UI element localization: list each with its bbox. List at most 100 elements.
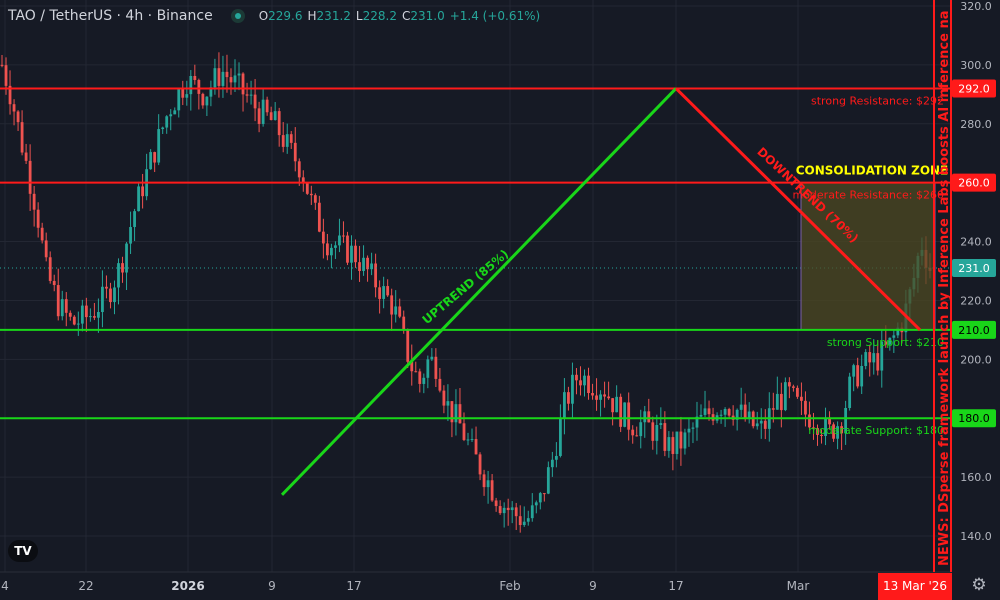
candle-body [836,426,839,439]
candle-body [362,257,365,271]
candle-body [257,108,261,124]
candle-body [113,287,116,303]
candle-body [450,401,454,423]
time-tick-label: 4 [1,579,9,593]
candle-body [350,245,353,263]
candle-body [571,374,574,404]
candle-body [76,323,80,325]
candle-body [225,71,229,78]
candle-body [667,437,671,451]
candle-body [506,507,510,511]
candle-body [297,161,301,178]
candle-body [775,393,779,410]
candle-body [454,404,458,423]
candle-body [253,94,257,109]
candle-body [213,68,217,88]
candle-body [44,240,48,258]
levels: strong Resistance: $292 moderate Resistan… [0,87,952,437]
candle-body [860,366,864,387]
candle-body [800,396,803,401]
time-axis-background [0,572,952,600]
candle-body [378,287,382,299]
candle-body [390,295,394,315]
candle-body [12,104,16,112]
candle-body [20,122,24,153]
candle-body [639,422,643,437]
candle-body [269,112,273,121]
candle-body [478,454,482,475]
time-tick-label: 17 [668,579,683,593]
candle-body [876,353,880,371]
candle-body [334,245,337,248]
candle-body [804,400,807,415]
candle-body [342,235,345,237]
current-price-axis-tag [952,259,996,278]
candle-body [474,439,478,455]
market-status-icon [230,9,245,23]
time-cursor-label-bg [878,573,952,600]
candle-body [563,392,566,418]
candle-body [679,431,683,449]
time-axis[interactable]: 4 22 2026 9 17 Feb 9 17 Mar 13 Mar '26 [1,573,952,600]
candle-body [249,94,253,96]
candle-body [374,263,378,288]
candle-body [659,423,663,425]
candle-body [40,227,44,241]
candle-body [281,135,285,147]
candle-body [197,80,201,94]
candle-body [92,316,96,318]
candle-body [346,235,349,263]
candle-body [832,424,835,439]
candle-body [241,73,245,95]
news-banner: NEWS: DSperse framework launch by Infere… [933,0,952,572]
time-cursor-label: 13 Mar '26 [883,579,947,593]
candle-body [414,371,418,373]
candle-body [462,423,466,440]
candle-body [599,394,602,400]
candle-body [494,500,498,507]
moderate-resistance-axis-tag [952,173,996,192]
candle-body [442,390,446,406]
candle-body [615,396,619,413]
candle-body [828,417,831,425]
uptrend-line[interactable] [280,87,678,496]
candle-body [97,312,100,318]
candle-body [791,386,795,388]
candle-body [24,152,28,161]
candle-body [36,209,40,228]
candle-body [719,414,723,416]
price-tick-label: 320.0 [960,0,992,13]
candle-body [330,247,333,256]
candle-body [864,352,868,367]
candle-body [153,152,157,163]
candle-body [305,182,309,194]
candle-body [382,286,386,299]
tradingview-logo-icon[interactable]: TV [8,540,38,562]
candle-body [277,111,281,136]
price-tick-label: 220.0 [960,294,992,307]
candle-body [434,356,438,379]
candle-body [149,152,153,170]
candle-body [56,285,60,317]
candle-body [595,395,598,400]
moderate-resistance-axis-label: 260.0 [958,177,990,190]
candle-body [438,378,442,391]
gear-icon[interactable]: ⚙ [971,575,987,595]
close-value: 231.0 [410,9,445,23]
candle-body [534,502,538,506]
time-tick-label: 2026 [171,579,204,593]
downtrend-line[interactable] [674,87,922,331]
candle-body [759,420,763,424]
candle-body [783,382,787,411]
candle-body [643,411,647,423]
candle-body [309,193,313,196]
consolidation-zone-label: CONSOLIDATION ZONE [796,164,949,178]
symbol-title[interactable]: TAO / TetherUS · 4h · Binance [8,8,213,24]
candle-body [338,235,341,246]
price-tick-label: 300.0 [960,59,992,72]
strong-support-label: strong Support: $210 [827,336,944,349]
candle-body [358,262,361,271]
candle-body [896,327,900,336]
candle-body [72,316,76,325]
